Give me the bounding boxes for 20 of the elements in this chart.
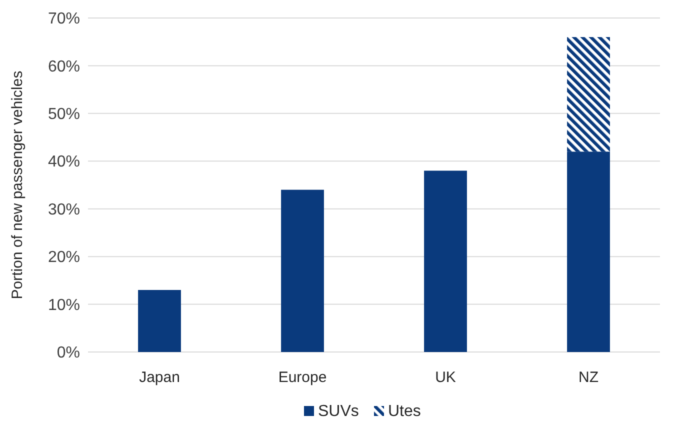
bar bbox=[138, 290, 181, 352]
y-tick-label: 70% bbox=[48, 10, 80, 28]
y-tick-label: 10% bbox=[48, 296, 80, 314]
x-tick-label: UK bbox=[435, 369, 456, 386]
bar bbox=[281, 190, 324, 352]
y-tick-label: 20% bbox=[48, 249, 80, 266]
x-tick-label: Japan bbox=[139, 369, 180, 386]
y-tick-label: 40% bbox=[48, 154, 80, 171]
bar bbox=[567, 37, 610, 152]
y-axis-title: Portion of new passenger vehicles bbox=[9, 70, 26, 300]
y-tick-label: 50% bbox=[48, 106, 80, 124]
bar bbox=[567, 152, 610, 352]
bar bbox=[424, 170, 467, 352]
legend-label: Utes bbox=[388, 403, 421, 420]
y-tick-label: 30% bbox=[48, 201, 80, 218]
x-tick-label: Europe bbox=[278, 369, 327, 386]
x-tick-label: NZ bbox=[578, 369, 598, 386]
legend-label: SUVs bbox=[318, 403, 359, 420]
y-tick-label: 0% bbox=[56, 344, 80, 362]
y-tick-label: 60% bbox=[48, 58, 80, 76]
